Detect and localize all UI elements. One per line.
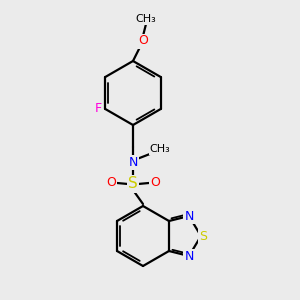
Text: CH₃: CH₃ <box>150 144 170 154</box>
Text: S: S <box>199 230 207 242</box>
Text: N: N <box>184 250 194 262</box>
Text: N: N <box>128 155 138 169</box>
Text: O: O <box>106 176 116 190</box>
Text: CH₃: CH₃ <box>136 14 156 24</box>
Text: N: N <box>184 209 194 223</box>
Text: O: O <box>150 176 160 190</box>
Text: S: S <box>128 176 138 191</box>
Text: O: O <box>138 34 148 47</box>
Text: F: F <box>95 101 102 115</box>
